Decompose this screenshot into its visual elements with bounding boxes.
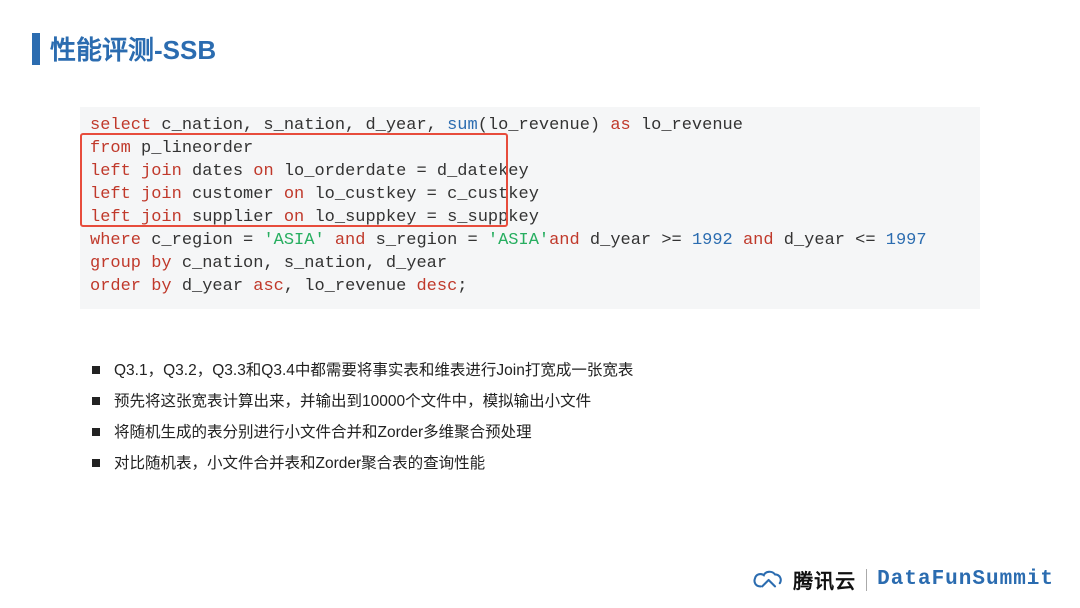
slide-title-bar: 性能评测-SSB [0, 0, 1080, 67]
bullet-list: Q3.1，Q3.2，Q3.3和Q3.4中都需要将事实表和维表进行Join打宽成一… [92, 355, 1080, 479]
tencent-cloud-icon [751, 567, 783, 593]
datafunsummit-label: DataFunSummit [877, 568, 1054, 591]
code-line: left join customer on lo_custkey = c_cus… [90, 184, 970, 207]
tencent-cloud-label: 腾讯云 [793, 565, 856, 594]
bullet-item: 将随机生成的表分别进行小文件合并和Zorder多维聚合预处理 [92, 417, 1080, 448]
code-line: from p_lineorder [90, 138, 970, 161]
code-line: left join supplier on lo_suppkey = s_sup… [90, 207, 970, 230]
bullet-item: Q3.1，Q3.2，Q3.3和Q3.4中都需要将事实表和维表进行Join打宽成一… [92, 355, 1080, 386]
bullet-item: 预先将这张宽表计算出来，并输出到10000个文件中，模拟输出小文件 [92, 386, 1080, 417]
title-accent-bar [32, 33, 40, 65]
footer: 腾讯云 DataFunSummit [751, 565, 1054, 594]
code-line: left join dates on lo_orderdate = d_date… [90, 161, 970, 184]
code-line: order by d_year asc, lo_revenue desc; [90, 276, 970, 299]
code-line: group by c_nation, s_nation, d_year [90, 253, 970, 276]
footer-divider [866, 569, 867, 591]
code-line: where c_region = 'ASIA' and s_region = '… [90, 230, 970, 253]
bullet-item: 对比随机表，小文件合并表和Zorder聚合表的查询性能 [92, 448, 1080, 479]
slide-title: 性能评测-SSB [50, 30, 216, 67]
sql-code-block: select c_nation, s_nation, d_year, sum(l… [80, 107, 980, 309]
code-line: select c_nation, s_nation, d_year, sum(l… [90, 115, 970, 138]
